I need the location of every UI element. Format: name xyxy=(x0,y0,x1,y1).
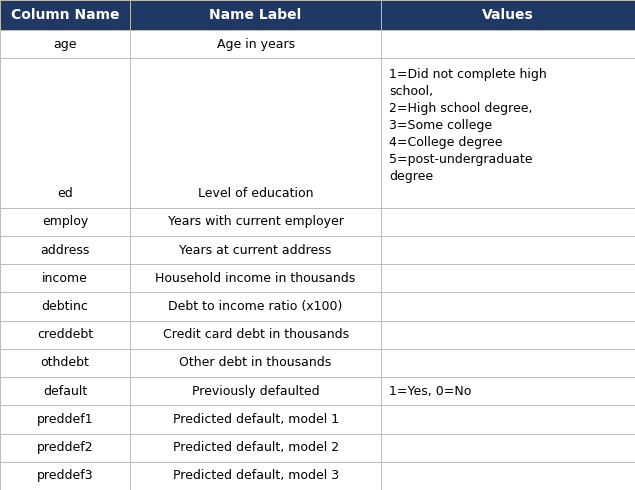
Text: Name Label: Name Label xyxy=(210,8,302,22)
Bar xyxy=(382,236,635,264)
Bar xyxy=(0,208,130,236)
Bar xyxy=(130,405,382,434)
Bar xyxy=(382,320,635,349)
Text: employ: employ xyxy=(42,215,88,228)
Text: 1=Yes, 0=No: 1=Yes, 0=No xyxy=(389,385,472,398)
Bar xyxy=(130,434,382,462)
Text: address: address xyxy=(40,244,90,257)
Bar xyxy=(130,349,382,377)
Text: Previously defaulted: Previously defaulted xyxy=(192,385,319,398)
Text: age: age xyxy=(53,38,77,51)
Bar xyxy=(382,377,635,405)
Text: Values: Values xyxy=(483,8,534,22)
Bar xyxy=(382,462,635,490)
Bar xyxy=(130,462,382,490)
Bar xyxy=(0,405,130,434)
Text: Level of education: Level of education xyxy=(198,187,314,200)
Bar xyxy=(382,58,635,208)
Bar xyxy=(130,293,382,320)
Bar xyxy=(0,0,130,30)
Bar xyxy=(382,349,635,377)
Text: Debt to income ratio (x100): Debt to income ratio (x100) xyxy=(168,300,343,313)
Text: preddef2: preddef2 xyxy=(37,441,93,454)
Text: Predicted default, model 2: Predicted default, model 2 xyxy=(173,441,338,454)
Bar xyxy=(0,264,130,293)
Bar xyxy=(382,30,635,58)
Text: Credit card debt in thousands: Credit card debt in thousands xyxy=(163,328,349,341)
Bar xyxy=(130,30,382,58)
Text: debtinc: debtinc xyxy=(41,300,88,313)
Text: Years at current address: Years at current address xyxy=(180,244,331,257)
Bar xyxy=(382,405,635,434)
Text: preddef1: preddef1 xyxy=(37,413,93,426)
Bar xyxy=(130,320,382,349)
Text: income: income xyxy=(42,272,88,285)
Bar xyxy=(382,0,635,30)
Text: creddebt: creddebt xyxy=(37,328,93,341)
Bar xyxy=(0,349,130,377)
Bar xyxy=(130,236,382,264)
Text: Other debt in thousands: Other debt in thousands xyxy=(180,356,331,369)
Bar xyxy=(0,30,130,58)
Bar xyxy=(0,320,130,349)
Text: Household income in thousands: Household income in thousands xyxy=(156,272,356,285)
Text: Age in years: Age in years xyxy=(217,38,295,51)
Bar xyxy=(382,434,635,462)
Text: Predicted default, model 1: Predicted default, model 1 xyxy=(173,413,338,426)
Bar xyxy=(0,462,130,490)
Text: Predicted default, model 3: Predicted default, model 3 xyxy=(173,469,338,482)
Bar xyxy=(0,236,130,264)
Bar xyxy=(382,264,635,293)
Bar xyxy=(0,377,130,405)
Bar xyxy=(130,208,382,236)
Bar xyxy=(0,293,130,320)
Bar xyxy=(382,293,635,320)
Bar xyxy=(130,377,382,405)
Bar xyxy=(130,264,382,293)
Text: preddef3: preddef3 xyxy=(37,469,93,482)
Bar xyxy=(130,58,382,208)
Bar xyxy=(0,58,130,208)
Text: 1=Did not complete high
school,
2=High school degree,
3=Some college
4=College d: 1=Did not complete high school, 2=High s… xyxy=(389,69,547,183)
Bar xyxy=(382,208,635,236)
Text: othdebt: othdebt xyxy=(41,356,90,369)
Bar xyxy=(130,0,382,30)
Text: ed: ed xyxy=(57,187,73,200)
Text: Years with current employer: Years with current employer xyxy=(168,215,344,228)
Text: default: default xyxy=(43,385,87,398)
Bar xyxy=(0,434,130,462)
Text: Column Name: Column Name xyxy=(11,8,119,22)
